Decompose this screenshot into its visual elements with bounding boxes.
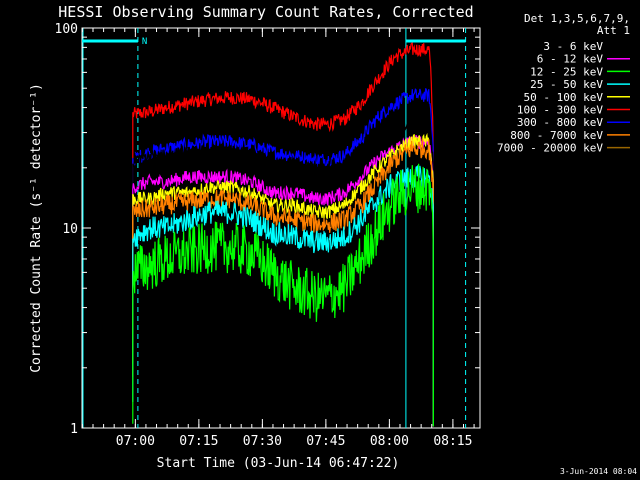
x-axis-label: Start Time (03-Jun-14 06:47:22) <box>157 456 400 471</box>
series-line-25to50keV <box>132 165 434 427</box>
x-tick-label: 07:30 <box>243 434 282 449</box>
legend-label: 25 - 50 keV <box>530 78 603 91</box>
series-line-6to12keV <box>132 134 434 427</box>
x-tick-label: 07:45 <box>306 434 345 449</box>
date-stamp: 3-Jun-2014 08:04 <box>560 467 637 476</box>
chart-title: HESSI Observing Summary Count Rates, Cor… <box>58 3 473 21</box>
series-line-300to800keV <box>132 88 434 427</box>
series-line-100to300keV <box>132 42 434 427</box>
y-axis: 1 10 100 <box>55 22 480 437</box>
legend-label: 300 - 800 keV <box>517 116 603 129</box>
y-axis-label: Corrected Count Rate (s⁻¹ detector⁻¹) <box>29 83 44 373</box>
legend-label: 3 - 6 keV <box>543 40 603 53</box>
legend-header-line-2: Att 1 <box>597 24 630 37</box>
x-tick-label: 08:00 <box>370 434 409 449</box>
series-line-50to100keV <box>132 132 434 427</box>
plot-area: N <box>81 27 481 429</box>
flag-bars: N <box>82 37 466 47</box>
legend-label: 50 - 100 keV <box>524 91 604 104</box>
flag-bar-label: N <box>142 37 147 47</box>
legend-header-line-1: Det 1,3,5,6,7,9, <box>524 12 630 25</box>
legend-label: 6 - 12 keV <box>537 53 604 66</box>
series-line-800to7000keV <box>132 138 434 427</box>
series-layer <box>132 42 434 427</box>
legend-label: 7000 - 20000 keV <box>497 142 603 155</box>
y-tick-label: 1 <box>70 422 78 437</box>
legend-label: 100 - 300 keV <box>517 104 603 117</box>
legend-label: 12 - 25 keV <box>530 65 603 78</box>
y-tick-label: 100 <box>55 22 78 37</box>
series-line-3to6keV <box>132 119 434 427</box>
x-tick-label: 08:15 <box>433 434 472 449</box>
y-tick-label: 10 <box>62 222 78 237</box>
legend-label: 800 - 7000 keV <box>510 129 603 142</box>
x-tick-label: 07:15 <box>179 434 218 449</box>
series-line-12to25keV <box>132 163 434 427</box>
x-tick-label: 07:00 <box>116 434 155 449</box>
x-axis: 07:00 07:15 07:30 07:45 08:00 08:15 <box>81 28 475 449</box>
